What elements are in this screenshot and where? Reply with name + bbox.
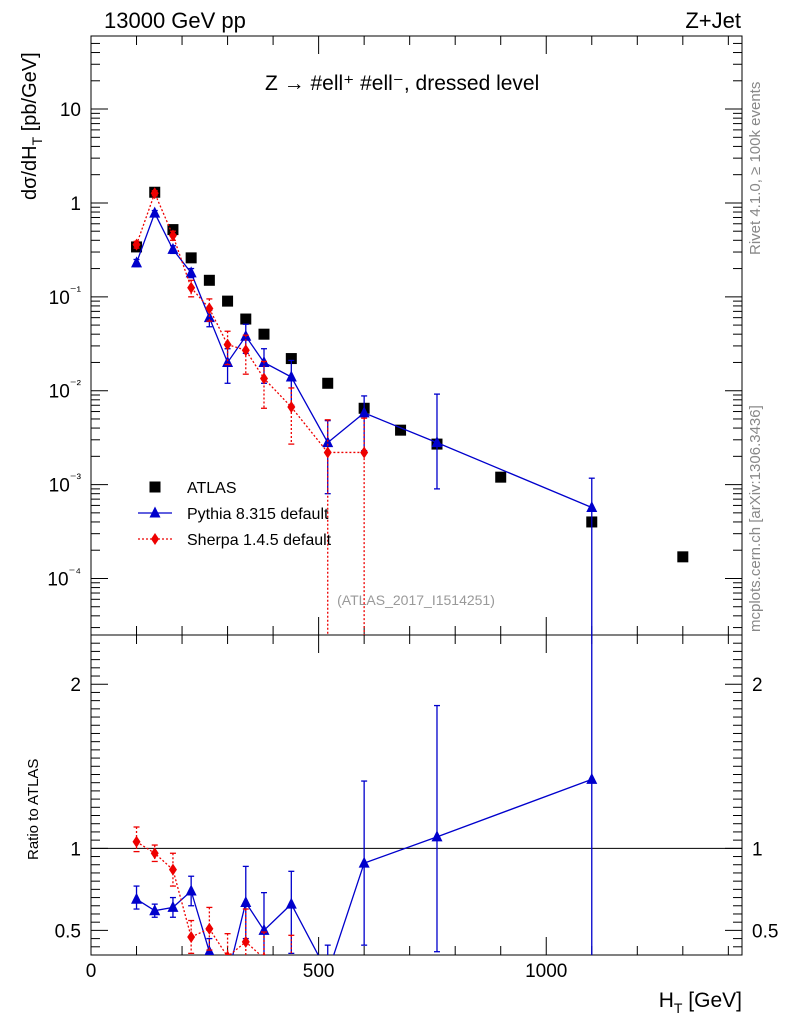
x-axis-title: HT [GeV] xyxy=(659,989,742,1016)
data-point-triangle xyxy=(586,772,598,784)
legend: ATLAS Pythia 8.315 default Sherpa 1.4.5 de… xyxy=(138,480,332,549)
data-point-square xyxy=(677,551,689,563)
x-axis-ticks xyxy=(90,36,729,955)
data-point-diamond xyxy=(132,238,141,251)
data-point-square xyxy=(185,252,197,264)
main-y-tick-label: 10⁻² xyxy=(49,377,82,403)
data-point-diamond xyxy=(205,302,214,315)
data-point-square xyxy=(203,274,215,286)
data-point-triangle xyxy=(149,206,161,218)
data-point-diamond xyxy=(150,187,159,200)
data-point-triangle xyxy=(285,370,297,382)
ratio-y-tick-labels: 0.5 0.5 1 1 2 2 xyxy=(55,675,779,942)
main-y-tick-label: 1 xyxy=(70,194,81,215)
data-point-triangle xyxy=(131,256,143,268)
data-point-diamond xyxy=(132,835,141,848)
main-y-axis-title: dσ/dHT [pb/GeV] xyxy=(19,52,45,200)
data-point-square xyxy=(395,424,407,436)
data-point-square xyxy=(149,481,161,493)
data-point-diamond xyxy=(205,922,214,935)
main-y-tick-label: 10⁻³ xyxy=(49,471,82,497)
data-point-triangle xyxy=(431,436,443,448)
data-point-diamond xyxy=(187,281,196,294)
ratio-y-tick-label: 1 xyxy=(70,839,81,860)
data-point-triangle xyxy=(149,904,161,916)
ratio-y-tick-label: 0.5 xyxy=(55,921,81,942)
data-point-triangle xyxy=(285,897,297,909)
legend-label: Sherpa 1.4.5 default xyxy=(187,532,332,549)
data-point-square xyxy=(495,471,507,483)
ratio-series-line xyxy=(136,841,262,955)
ratio-y-tick-label-right: 1 xyxy=(752,839,763,860)
data-point-triangle xyxy=(431,830,443,842)
data-point-diamond xyxy=(150,847,159,860)
ratio-axis-ticks xyxy=(91,634,742,948)
data-point-diamond xyxy=(168,863,177,876)
data-point-square xyxy=(222,295,234,307)
data-point-triangle xyxy=(167,242,179,254)
rivet-label: Rivet 4.1.0, ≥ 100k events xyxy=(747,82,764,255)
x-tick-labels: 0 500 1000 xyxy=(86,961,568,982)
data-point-triangle xyxy=(131,892,143,904)
data-point-diamond xyxy=(323,446,332,459)
mcplots-label: mcplots.cern.ch [arXiv:1306.3436] xyxy=(747,405,764,632)
data-point-diamond xyxy=(241,344,250,357)
main-y-tick-labels: 10⁻⁴ 10⁻³ 10⁻² 10⁻¹ 1 10 xyxy=(47,100,81,590)
data-point-diamond xyxy=(187,930,196,943)
header-left: 13000 GeV pp xyxy=(104,8,246,33)
data-point-diamond xyxy=(259,372,268,385)
data-point-triangle xyxy=(240,895,252,907)
series-line xyxy=(135,191,365,454)
ratio-y-tick-label-right: 0.5 xyxy=(752,921,778,942)
main-axis-ticks xyxy=(91,35,742,629)
data-point-diamond xyxy=(287,957,295,969)
ratio-series-group xyxy=(131,635,598,981)
data-point-diamond xyxy=(241,935,250,948)
data-point-diamond xyxy=(151,533,159,545)
main-y-tick-label: 10⁻¹ xyxy=(49,283,82,309)
data-point-triangle xyxy=(358,406,370,418)
ratio-frame xyxy=(90,634,743,956)
data-point-square xyxy=(240,313,252,325)
ratio-y-tick-label: 2 xyxy=(70,675,81,696)
header-right: Z+Jet xyxy=(685,8,741,33)
data-point-square xyxy=(258,328,270,340)
data-point-diamond xyxy=(168,229,177,242)
data-point-square xyxy=(322,377,334,389)
analysis-id: (ATLAS_2017_I1514251) xyxy=(337,592,495,608)
x-tick-label: 1000 xyxy=(525,961,567,982)
data-point-triangle xyxy=(149,506,161,518)
data-point-diamond xyxy=(262,952,266,955)
data-point-triangle xyxy=(167,900,179,912)
main-y-tick-label: 10 xyxy=(60,100,81,121)
data-point-triangle xyxy=(222,970,233,981)
x-tick-label: 0 xyxy=(86,961,97,982)
data-point-triangle xyxy=(185,884,197,896)
data-point-triangle xyxy=(185,266,197,278)
data-point-diamond xyxy=(224,950,231,955)
data-point-diamond xyxy=(223,338,232,351)
data-point-triangle xyxy=(358,856,370,868)
legend-label: Pythia 8.315 default xyxy=(187,506,329,523)
ratio-y-axis-title: Ratio to ATLAS xyxy=(25,759,42,860)
main-y-tick-label: 10⁻⁴ xyxy=(47,564,81,590)
process-label: Z → #ell⁺ #ell⁻, dressed level xyxy=(265,72,539,95)
data-point-diamond xyxy=(287,401,296,414)
main-series-group xyxy=(131,186,689,635)
ratio-y-tick-label-right: 2 xyxy=(752,675,763,696)
x-tick-label: 500 xyxy=(303,961,335,982)
data-point-diamond xyxy=(360,446,369,459)
data-point-triangle xyxy=(586,501,598,513)
data-point-square xyxy=(285,353,297,365)
legend-label: ATLAS xyxy=(187,480,237,497)
